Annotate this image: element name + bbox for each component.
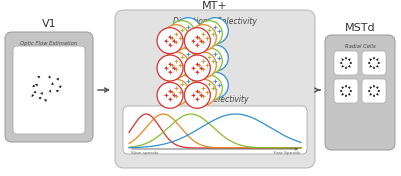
FancyBboxPatch shape [5,32,93,142]
FancyBboxPatch shape [13,46,85,134]
FancyBboxPatch shape [362,79,386,103]
Circle shape [190,25,216,51]
Circle shape [157,82,183,108]
Text: Directional Selectivity: Directional Selectivity [173,17,257,26]
Circle shape [163,79,189,105]
FancyBboxPatch shape [334,79,358,103]
Circle shape [196,21,222,47]
Circle shape [163,25,189,51]
FancyBboxPatch shape [115,10,315,168]
Text: Slow speeds: Slow speeds [131,151,158,155]
Circle shape [190,79,216,105]
Text: Speed Selectivity: Speed Selectivity [182,96,248,105]
Circle shape [190,52,216,78]
Text: Optic Flow Estimation: Optic Flow Estimation [20,40,78,46]
Circle shape [202,72,228,98]
Circle shape [169,75,195,101]
FancyBboxPatch shape [334,51,358,75]
Circle shape [175,72,201,98]
Circle shape [175,45,201,71]
Circle shape [184,55,210,81]
Circle shape [202,45,228,71]
Circle shape [157,28,183,54]
Text: Radial Cells: Radial Cells [344,43,375,49]
FancyBboxPatch shape [362,51,386,75]
Circle shape [169,21,195,47]
Circle shape [184,82,210,108]
Text: MSTd: MSTd [345,23,375,33]
FancyBboxPatch shape [123,106,307,154]
Text: Fast Speeds: Fast Speeds [274,151,300,155]
Text: MT+: MT+ [202,1,228,11]
Text: V1: V1 [42,19,56,29]
Circle shape [196,75,222,101]
Circle shape [169,48,195,74]
FancyBboxPatch shape [325,35,395,150]
Circle shape [175,18,201,44]
Circle shape [184,28,210,54]
Circle shape [196,48,222,74]
Circle shape [157,55,183,81]
Circle shape [202,18,228,44]
Circle shape [163,52,189,78]
